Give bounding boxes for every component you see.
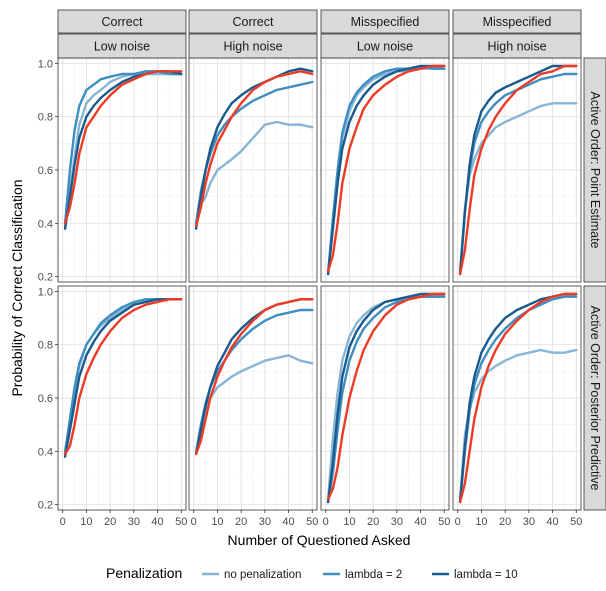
y-tick-label: 0.8	[38, 112, 53, 124]
x-tick-label: 30	[523, 516, 535, 528]
strip-box	[57, 9, 187, 34]
strip-box	[188, 33, 318, 59]
x-tick-label: 20	[499, 516, 511, 528]
series-line-3	[458, 64, 578, 276]
strip-top-label: Misspecified	[351, 15, 420, 29]
x-tick-label: 50	[438, 516, 450, 528]
x-tick-label: 30	[128, 516, 140, 528]
x-tick-label: 20	[104, 516, 116, 528]
panel-r0-c3	[452, 57, 582, 283]
x-tick-label: 0	[191, 516, 197, 528]
y-tick-label: 0.4	[38, 446, 53, 458]
strip-bottom-label: High noise	[223, 40, 282, 54]
series-line-2	[326, 292, 446, 504]
x-tick-label: 10	[475, 516, 487, 528]
x-tick-label: 0	[323, 516, 329, 528]
strip-top-label: Misspecified	[483, 15, 552, 29]
x-tick-label: 50	[175, 516, 187, 528]
series-line-0	[194, 120, 314, 228]
panel-border	[320, 285, 450, 511]
x-tick-label: 40	[546, 516, 558, 528]
strip-top-label: Correct	[233, 15, 275, 29]
strip-bottom-label: Low noise	[357, 40, 413, 54]
legend-title: Penalization	[106, 565, 182, 581]
row-strip-0: Active Order: Point Estimate	[583, 57, 606, 283]
panel-border	[452, 285, 582, 511]
series-line-2	[326, 64, 446, 276]
series-line-3	[326, 64, 446, 273]
strip-box	[452, 9, 582, 34]
strip-bottom-label: High noise	[487, 40, 546, 54]
panel-r1-c1	[188, 285, 318, 511]
panel-r0-c0	[57, 57, 187, 283]
x-tick-label: 0	[60, 516, 66, 528]
panel-r0-c2	[320, 57, 450, 283]
series-line-3	[194, 70, 314, 228]
panel-border	[188, 285, 318, 511]
panel-r1-c0	[57, 285, 187, 511]
x-tick-label: 0	[455, 516, 461, 528]
series-line-2	[63, 298, 183, 458]
series-line-2	[458, 64, 578, 276]
panels-layer	[57, 57, 582, 511]
panel-r0-c1	[188, 57, 318, 283]
series-line-3	[326, 292, 446, 501]
x-axis-title: Number of Questioned Asked	[228, 532, 411, 548]
legend-label-0: no penalization	[224, 569, 301, 581]
column-strip-2: Misspecified Low noise	[320, 9, 450, 59]
legend-label-1: lambda = 2	[345, 569, 402, 581]
strip-box	[583, 57, 606, 283]
column-strip-1: Correct High noise	[188, 9, 318, 59]
x-tick-label: 40	[414, 516, 426, 528]
series-line-3	[63, 298, 183, 456]
series-line-3	[194, 298, 314, 456]
x-tick-label: 10	[343, 516, 355, 528]
legend: Penalization no penalization lambda = 2 la…	[106, 565, 518, 581]
y-axis-title: Probability of Correct Classification	[9, 179, 25, 396]
panel-r1-c3	[452, 285, 582, 511]
series-line-2	[194, 67, 314, 230]
row-strip-1: Active Order: Posterior Predictive	[583, 285, 606, 511]
y-tick-label: 0.8	[38, 340, 53, 352]
y-tick-label: 0.4	[38, 218, 53, 230]
y-tick-label: 0.2	[38, 500, 53, 512]
strip-box	[57, 33, 187, 59]
x-tick-label: 50	[570, 516, 582, 528]
series-line-0	[63, 72, 183, 228]
strip-box	[452, 33, 582, 59]
y-tick-label: 0.2	[38, 272, 53, 284]
row-strip-label: Active Order: Posterior Predictive	[588, 306, 602, 491]
strip-box	[188, 9, 318, 34]
y-tick-label: 1.0	[38, 58, 53, 70]
x-tick-label: 40	[151, 516, 163, 528]
column-strip-0: Correct Low noise	[57, 9, 187, 59]
series-line-3	[63, 70, 183, 225]
x-tick-label: 10	[80, 516, 92, 528]
x-tick-label: 30	[391, 516, 403, 528]
x-tick-label: 30	[259, 516, 271, 528]
x-tick-label: 40	[282, 516, 294, 528]
series-line-3	[458, 292, 578, 504]
x-tick-label: 10	[211, 516, 223, 528]
x-tick-label: 20	[235, 516, 247, 528]
strip-top-label: Correct	[102, 15, 144, 29]
strip-bottom-label: Low noise	[94, 40, 150, 54]
axes-layer: 0.2 0.4 0.6 0.8 1.0 0.2 0.4 0.6 0.8 1.0 0 10 20 30 40 5…	[38, 58, 583, 528]
x-tick-label: 50	[306, 516, 318, 528]
legend-label-2: lambda = 10	[454, 569, 518, 581]
y-tick-label: 0.6	[38, 165, 53, 177]
strip-box	[320, 9, 450, 34]
x-tick-label: 20	[367, 516, 379, 528]
y-tick-label: 1.0	[38, 286, 53, 298]
y-tick-label: 0.6	[38, 393, 53, 405]
strip-box	[583, 285, 606, 511]
strip-box	[320, 33, 450, 59]
column-strip-3: Misspecified High noise	[452, 9, 582, 59]
panel-r1-c2	[320, 285, 450, 511]
row-strip-label: Active Order: Point Estimate	[588, 91, 602, 248]
